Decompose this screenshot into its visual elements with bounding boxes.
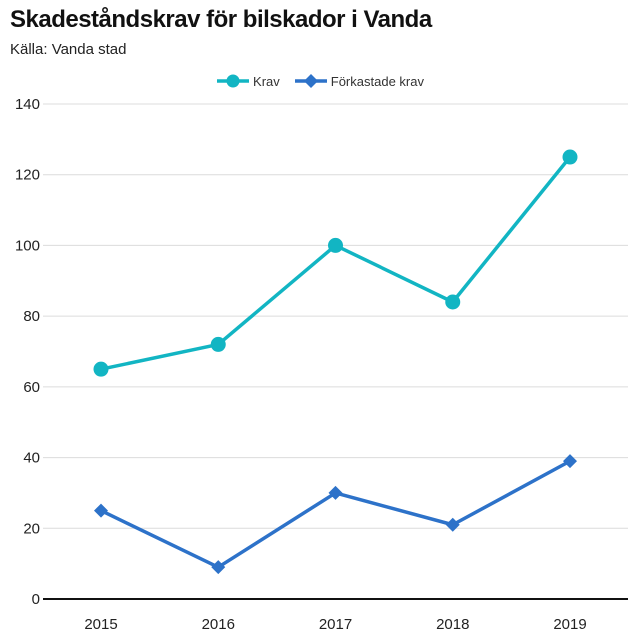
chart-legend: Krav Förkastade krav (0, 72, 640, 90)
data-point-krav (445, 294, 461, 310)
y-tick-label: 40 (23, 450, 40, 467)
y-tick-label: 20 (23, 520, 40, 537)
series-line-krav (99, 155, 572, 371)
data-point-forkastade-krav (94, 503, 108, 518)
legend-label-krav: Krav (253, 73, 280, 89)
data-point-krav (93, 361, 109, 377)
legend-circle-marker-icon (217, 74, 250, 88)
x-tick-label: 2017 (319, 616, 352, 633)
x-tick-label: 2016 (202, 616, 235, 633)
data-point-krav (328, 237, 343, 253)
y-tick-label: 140 (15, 96, 40, 113)
data-point-krav (210, 336, 226, 352)
data-point-forkastade-krav (563, 454, 577, 469)
legend-item-forkastade[interactable]: Förkastade krav (294, 72, 424, 90)
chart-source: Källa: Vanda stad (10, 41, 127, 58)
x-tick-label: 2015 (84, 616, 117, 633)
data-point-forkastade-krav (211, 560, 226, 575)
y-tick-label: 0 (32, 591, 40, 608)
x-tick-label: 2019 (553, 616, 586, 633)
legend-item-krav[interactable]: Krav (216, 72, 280, 90)
series-line-forkastade-krav (99, 459, 572, 569)
x-tick-label: 2018 (436, 616, 469, 633)
data-point-forkastade-krav (328, 485, 343, 500)
y-tick-label: 120 (15, 167, 40, 184)
y-tick-label: 80 (23, 308, 40, 325)
y-tick-label: 60 (23, 379, 40, 396)
legend-diamond-marker-icon (294, 74, 327, 88)
data-point-forkastade-krav (445, 517, 460, 532)
data-point-krav (562, 149, 578, 165)
y-tick-label: 100 (15, 237, 40, 254)
legend-label-forkastade: Förkastade krav (330, 73, 424, 89)
chart-title: Skadeståndskrav för bilskador i Vanda (10, 6, 432, 33)
